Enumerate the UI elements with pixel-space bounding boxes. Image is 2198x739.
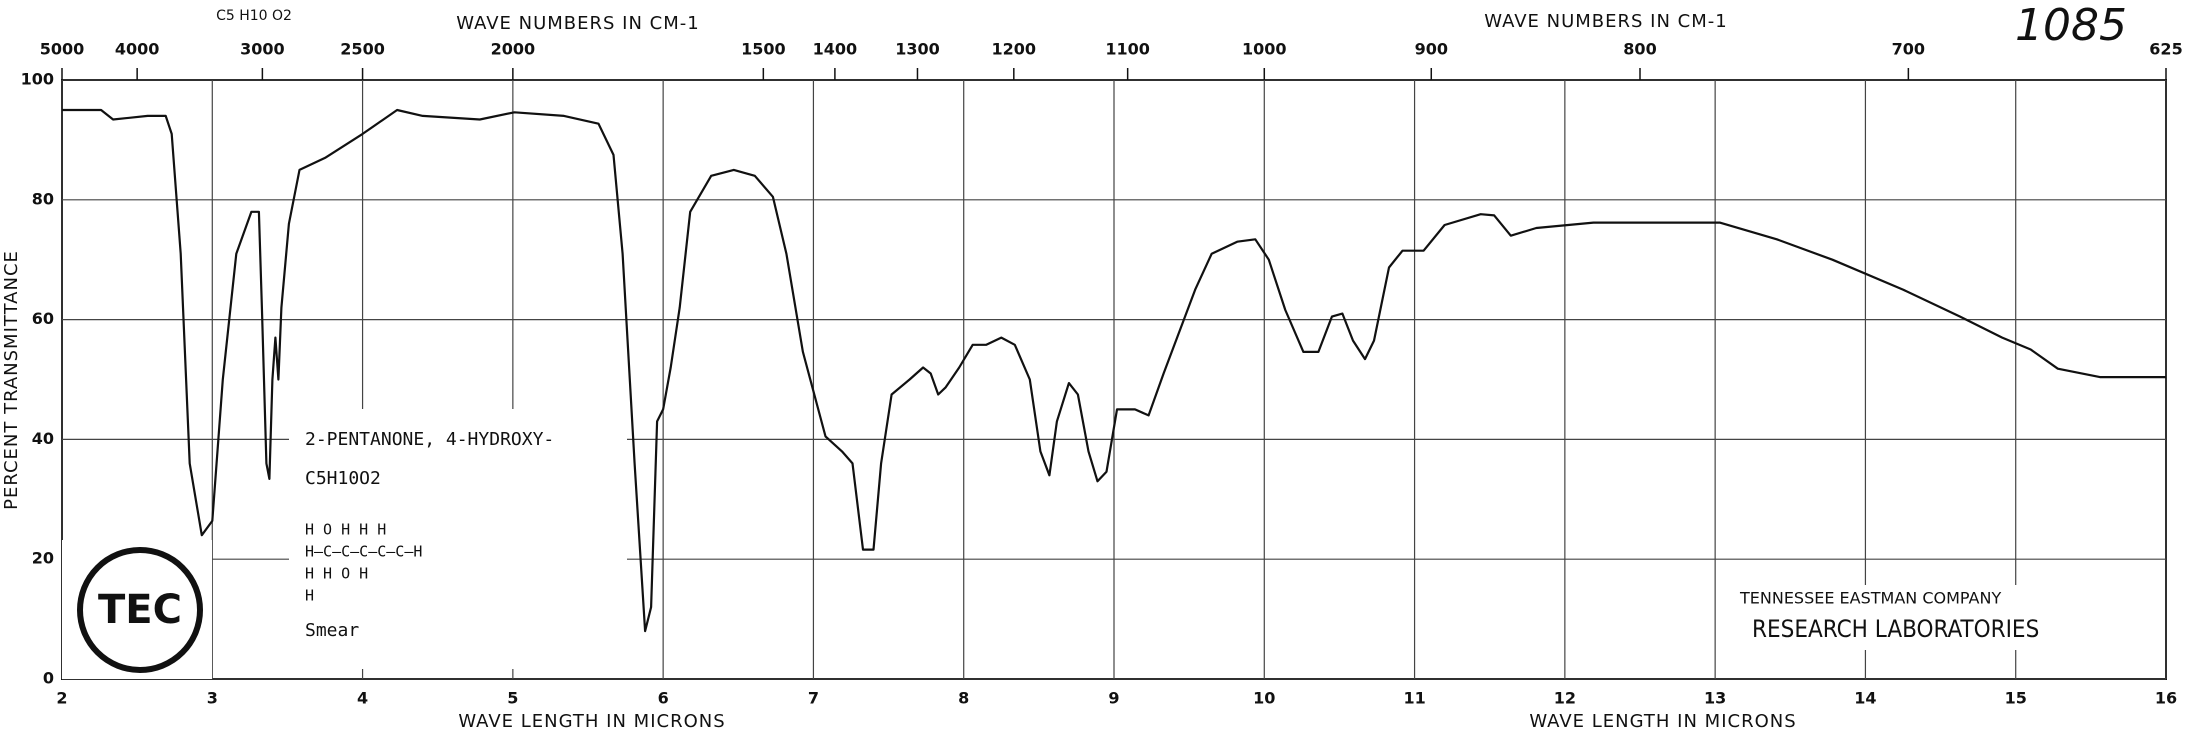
x-tick-label: 9: [1108, 689, 1119, 708]
x-tick-label: 3: [207, 689, 218, 708]
company-panel: [1730, 585, 2090, 650]
logo: [77, 547, 203, 673]
top-tick-label: 1200: [992, 40, 1037, 59]
logo-panel: [62, 540, 212, 679]
top-tick-label: 625: [2149, 40, 2182, 59]
x-axis-label: WAVE LENGTH IN MICRONS: [458, 711, 725, 732]
x-axis-label: WAVE LENGTH IN MICRONS: [1529, 711, 1796, 732]
compound-formula: C5H10O2: [305, 468, 381, 489]
x-tick-label: 15: [2005, 689, 2027, 708]
x-tick-label: 7: [808, 689, 819, 708]
top-tick-label: 5000: [40, 40, 85, 59]
top-tick-label: 1500: [741, 40, 786, 59]
annotation-panel: [289, 409, 627, 669]
x-tick-label: 16: [2155, 689, 2177, 708]
x-tick-label: 4: [357, 689, 368, 708]
logo-text: TEC: [98, 587, 182, 633]
top-tick-label: 2500: [340, 40, 385, 59]
top-tick-label: 3000: [240, 40, 285, 59]
x-tick-label: 11: [1403, 689, 1425, 708]
x-tick-label: 8: [958, 689, 969, 708]
x-tick-label: 13: [1704, 689, 1726, 708]
y-tick-label: 0: [43, 669, 54, 688]
compound-name: 2-PENTANONE, 4-HYDROXY-: [305, 429, 554, 450]
x-tick-label: 10: [1253, 689, 1275, 708]
spectrum-line: [62, 108, 2166, 633]
top-tick-label: 1300: [895, 40, 940, 59]
top-tick-label: 2000: [491, 40, 536, 59]
y-tick-label: 60: [32, 309, 54, 328]
y-axis-label: PERCENT TRANSMITTANCE: [1, 250, 22, 510]
top-tick-label: 4000: [115, 40, 160, 59]
top-tick-label: 900: [1415, 40, 1448, 59]
y-tick-label: 80: [32, 189, 54, 208]
top-tick-label: 1100: [1105, 40, 1150, 59]
top-tick-label: 800: [1623, 40, 1656, 59]
structure-row: H O H H H: [305, 521, 386, 539]
catalog-number: 1085: [2015, 0, 2127, 51]
sample: Smear: [305, 620, 359, 641]
formula-header: C5 H10 O2: [216, 8, 292, 24]
x-tick-label: 2: [56, 689, 67, 708]
structure-row: H H O H: [305, 565, 368, 583]
y-tick-label: 40: [32, 429, 54, 448]
y-tick-label: 100: [21, 70, 54, 89]
y-tick-label: 20: [32, 549, 54, 568]
top-tick-label: 1400: [813, 40, 858, 59]
x-tick-label: 6: [658, 689, 669, 708]
x-tick-label: 12: [1554, 689, 1576, 708]
x-tick-label: 14: [1854, 689, 1876, 708]
top-tick-label: 1000: [1242, 40, 1287, 59]
top-tick-label: 700: [1892, 40, 1925, 59]
company: TENNESSEE EASTMAN COMPANY: [1739, 589, 2001, 608]
structure-row: H—C—C—C—C—C—H: [305, 543, 422, 561]
top-axis-label: WAVE NUMBERS IN CM-1: [456, 13, 699, 34]
top-axis-label: WAVE NUMBERS IN CM-1: [1484, 11, 1727, 32]
structure-row: H: [305, 587, 314, 605]
lab: RESEARCH LABORATORIES: [1752, 615, 2039, 643]
x-tick-label: 5: [507, 689, 518, 708]
